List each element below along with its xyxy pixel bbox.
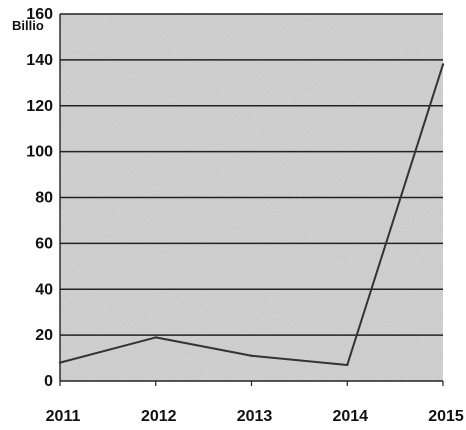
data-point (58, 361, 62, 364)
x-tick-label-2012: 2012 (141, 408, 177, 425)
tick-labels: 0 20 40 60 80 100 120 140 160 2011 2012 2013 2014 201… (26, 6, 464, 425)
y-tick-label-40: 40 (35, 281, 53, 298)
y-tick-label-100: 100 (26, 144, 53, 161)
data-point (346, 363, 349, 367)
y-tick-label-0: 0 (44, 373, 53, 390)
y-tick-label-80: 80 (35, 190, 53, 207)
data-point (441, 63, 445, 66)
axes (59, 14, 444, 386)
gridlines (60, 13, 443, 336)
y-tick-label-120: 120 (26, 98, 53, 115)
data-point (250, 354, 253, 357)
y-tick-label-140: 140 (26, 52, 53, 69)
data-series (58, 63, 445, 367)
x-tick-label-2013: 2013 (237, 408, 273, 425)
y-tick-label-20: 20 (35, 327, 53, 344)
x-tick-label-2014: 2014 (332, 408, 368, 425)
y-axis-label: Billio (12, 18, 44, 33)
y-tick-label-60: 60 (35, 235, 53, 252)
x-tick-label-2015: 2015 (428, 408, 464, 425)
x-tick-label-2011: 2011 (46, 408, 81, 425)
y-tick-label-160: 160 (26, 6, 53, 23)
data-point (154, 336, 157, 339)
